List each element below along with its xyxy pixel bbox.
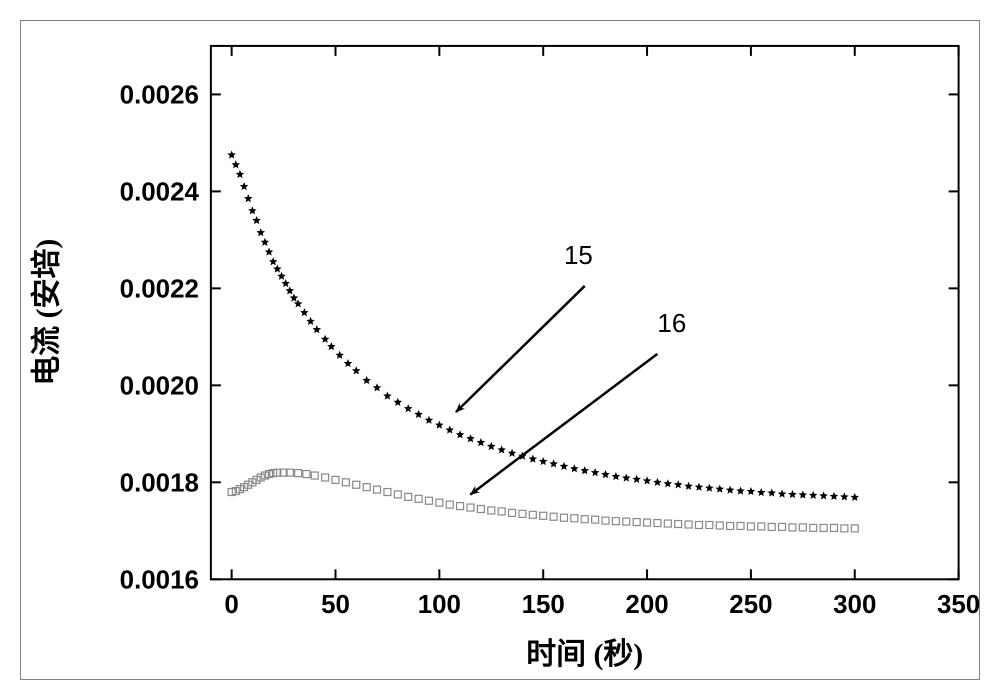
y-axis-label: 电流 (安培) — [29, 239, 63, 386]
x-tick-label: 0 — [224, 591, 238, 619]
x-ticks: 0 50 100 150 200 250 300 350 — [224, 46, 979, 619]
x-tick-label: 350 — [937, 591, 979, 619]
y-tick-label: 0.0026 — [120, 81, 199, 109]
y-tick-label: 0.0020 — [120, 372, 199, 400]
y-tick-label: 0.0018 — [120, 469, 199, 497]
y-tick-label: 0.0016 — [120, 566, 199, 594]
x-axis-label: 时间 (秒) — [526, 638, 643, 671]
annotation-group: 1516 — [456, 242, 686, 494]
y-tick-label: 0.0022 — [120, 275, 199, 303]
x-tick-label: 100 — [418, 591, 461, 619]
chart-svg: 0 50 100 150 200 250 300 350 0.0016 0.0018 0.0020… — [21, 21, 979, 679]
series-group — [227, 151, 859, 532]
annotation-arrow — [471, 354, 658, 495]
figure-frame: 0 50 100 150 200 250 300 350 0.0016 0.0018 0.0020… — [20, 20, 980, 680]
series-s16 — [228, 469, 858, 532]
x-tick-label: 50 — [321, 591, 350, 619]
annotation-label: 16 — [657, 310, 686, 338]
x-tick-label: 200 — [625, 591, 668, 619]
annotation-label: 15 — [564, 242, 593, 270]
x-tick-label: 250 — [729, 591, 772, 619]
x-tick-label: 300 — [833, 591, 876, 619]
x-tick-label: 150 — [522, 591, 565, 619]
annotation-arrow — [456, 286, 585, 412]
y-tick-label: 0.0024 — [120, 178, 200, 206]
